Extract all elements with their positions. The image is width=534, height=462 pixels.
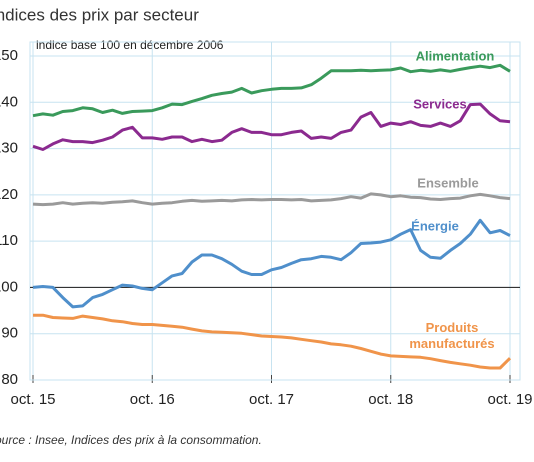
chart-subtitle: indice base 100 en décembre 2006 [36, 38, 224, 52]
x-tick-label: oct. 16 [130, 391, 175, 408]
plot-frame [29, 41, 521, 381]
y-tick-label: 140 [0, 93, 18, 110]
y-tick-label: 80 [1, 371, 18, 388]
legend-label: Énergie [411, 218, 459, 233]
y-tick-label: 110 [0, 232, 18, 249]
series-line [32, 102, 511, 151]
series-line [32, 218, 511, 309]
source: Source : Insee, Indices des prix à la co… [0, 433, 262, 447]
series-line [33, 313, 512, 370]
x-tick-label: oct. 17 [249, 391, 294, 408]
series-line [32, 192, 511, 207]
chart-title: Indices des prix par secteur [0, 5, 199, 24]
x-tick-label: oct. 19 [487, 391, 532, 408]
y-tick-label: 90 [1, 325, 18, 342]
x-tick-label: oct. 18 [368, 391, 413, 408]
y-tick-label: 120 [0, 186, 18, 203]
legend-label: Services [413, 96, 467, 111]
y-tick-label: 130 [0, 140, 18, 157]
x-tick-label: oct. 15 [10, 391, 55, 408]
y-tick-label: 100 [0, 278, 18, 295]
legend-label: Ensemble [417, 175, 478, 190]
legend-label: Produits manufacturés [409, 320, 494, 351]
y-tick-label: 150 [0, 47, 18, 64]
series-line [32, 63, 511, 118]
legend-label: Alimentation [416, 48, 495, 63]
